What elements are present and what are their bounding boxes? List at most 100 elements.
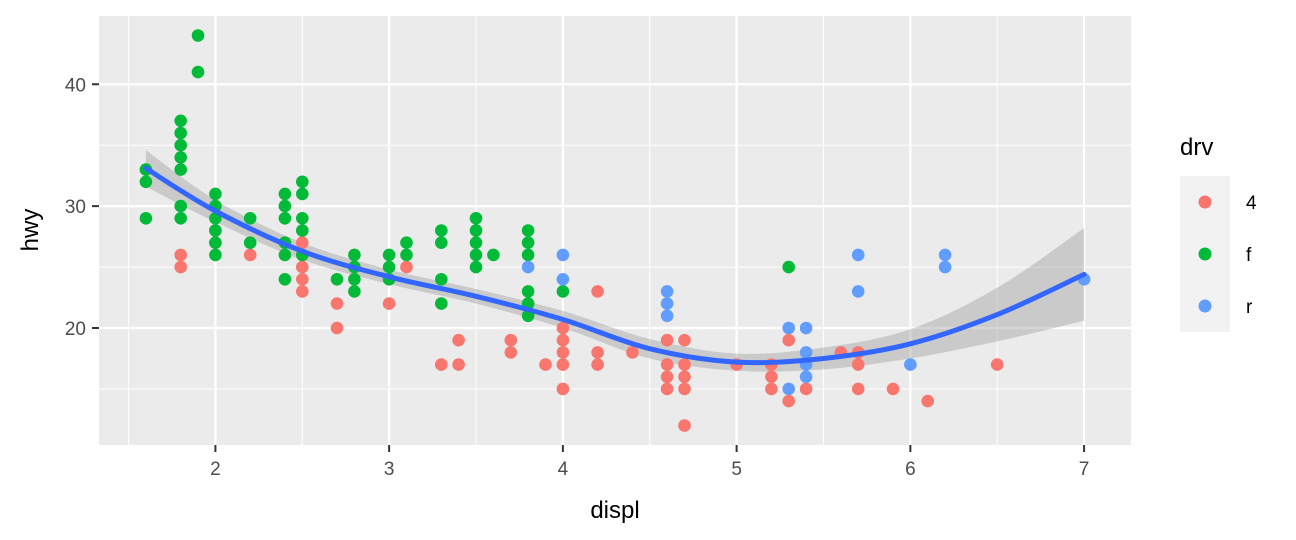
data-point-drv-r [799, 346, 813, 359]
legend-label-r: r [1246, 297, 1253, 318]
data-point-drv-f [521, 224, 535, 237]
data-point-drv-4 [435, 358, 448, 371]
data-point-drv-f [139, 175, 153, 189]
data-point-drv-f [209, 224, 222, 237]
minor-gridlines [99, 16, 1131, 445]
data-point-drv-f [469, 224, 483, 237]
data-point-drv-4 [330, 297, 344, 310]
data-point-drv-r [521, 260, 535, 274]
data-point-drv-f [174, 199, 187, 213]
data-point-drv-f [435, 224, 448, 237]
data-point-drv-f [400, 248, 413, 262]
x-axis-title: displ [590, 497, 639, 524]
data-point-drv-4 [296, 260, 309, 274]
data-point-drv-f [469, 260, 483, 274]
data-point-drv-4 [851, 382, 865, 396]
data-point-drv-f [782, 260, 795, 274]
data-point-drv-4 [678, 370, 691, 384]
plot-panel [99, 16, 1131, 445]
data-point-drv-f [278, 212, 292, 225]
data-point-drv-r [799, 321, 813, 335]
data-point-drv-f [348, 248, 361, 262]
data-point-drv-4 [296, 273, 309, 286]
data-point-drv-4 [452, 358, 465, 371]
y-tick-label: 20 [65, 319, 86, 340]
data-point-drv-4 [504, 346, 518, 359]
data-point-drv-f [382, 260, 396, 274]
data-point-drv-4 [660, 382, 674, 396]
data-point-drv-r [799, 370, 813, 384]
data-point-drv-f [382, 248, 396, 262]
data-point-drv-4 [886, 382, 900, 396]
data-point-drv-f [556, 285, 570, 298]
data-point-drv-4 [382, 297, 396, 310]
legend-title: drv [1180, 134, 1213, 161]
data-point-drv-r [851, 248, 865, 262]
data-point-drv-f [400, 236, 413, 249]
data-point-drv-r [556, 248, 570, 262]
data-point-drv-4 [678, 333, 691, 347]
data-point-drv-4 [174, 248, 187, 262]
data-point-drv-f [174, 138, 187, 152]
data-point-drv-f [521, 285, 535, 298]
data-point-drv-f [469, 212, 483, 225]
data-point-drv-4 [296, 236, 309, 249]
data-point-drv-4 [556, 346, 570, 359]
data-point-drv-4 [765, 370, 778, 384]
data-point-drv-f [296, 224, 309, 237]
data-point-drv-4 [782, 333, 795, 347]
data-point-drv-f [348, 273, 361, 286]
data-point-drv-r [556, 273, 570, 286]
data-point-drv-f [521, 248, 535, 262]
data-point-drv-4 [591, 285, 604, 298]
data-point-drv-4 [782, 394, 795, 408]
legend-key-f [1198, 247, 1212, 261]
data-point-drv-f [139, 212, 153, 225]
data-point-drv-r [938, 248, 952, 262]
data-point-drv-f [435, 273, 448, 286]
data-point-drv-r [782, 321, 795, 335]
x-tick-label: 2 [210, 459, 221, 480]
legend-label-4: 4 [1246, 193, 1257, 214]
scatter-points [139, 29, 1091, 432]
data-point-drv-f [174, 151, 187, 164]
x-tick-label: 7 [1079, 459, 1090, 480]
data-point-drv-f [209, 248, 222, 262]
data-point-drv-4 [296, 285, 309, 298]
data-point-drv-4 [556, 382, 570, 396]
data-point-drv-4 [990, 358, 1004, 371]
data-point-drv-f [209, 236, 222, 249]
data-point-drv-f [278, 248, 292, 262]
data-point-drv-f [487, 248, 500, 262]
data-point-drv-f [278, 273, 292, 286]
data-point-drv-4 [626, 346, 639, 359]
data-point-drv-f [174, 114, 187, 128]
data-point-drv-f [278, 187, 292, 201]
legend-key-4 [1198, 195, 1212, 209]
y-tick-label: 40 [65, 75, 86, 96]
data-point-drv-4 [851, 358, 865, 371]
data-point-drv-f [191, 65, 205, 79]
data-point-drv-4 [452, 333, 465, 347]
data-point-drv-4 [678, 358, 691, 371]
data-point-drv-f [174, 212, 187, 225]
data-point-drv-f [296, 175, 309, 189]
data-point-drv-r [660, 297, 674, 310]
data-point-drv-4 [330, 321, 344, 335]
x-axis: 2 3 4 5 6 7 [210, 445, 1089, 480]
data-point-drv-4 [539, 358, 552, 371]
data-point-drv-r [660, 285, 674, 298]
smooth-line-layer [143, 165, 1087, 366]
data-point-drv-f [330, 273, 344, 286]
data-point-drv-f [469, 236, 483, 249]
data-point-drv-4 [660, 358, 674, 371]
x-tick-label: 6 [905, 459, 916, 480]
data-point-drv-r [938, 260, 952, 274]
data-point-drv-r [782, 382, 795, 396]
y-tick-label: 30 [65, 197, 86, 218]
y-axis-title: hwy [17, 209, 44, 252]
data-point-drv-4 [591, 358, 604, 371]
data-point-drv-4 [556, 321, 570, 335]
data-point-drv-r [851, 285, 865, 298]
